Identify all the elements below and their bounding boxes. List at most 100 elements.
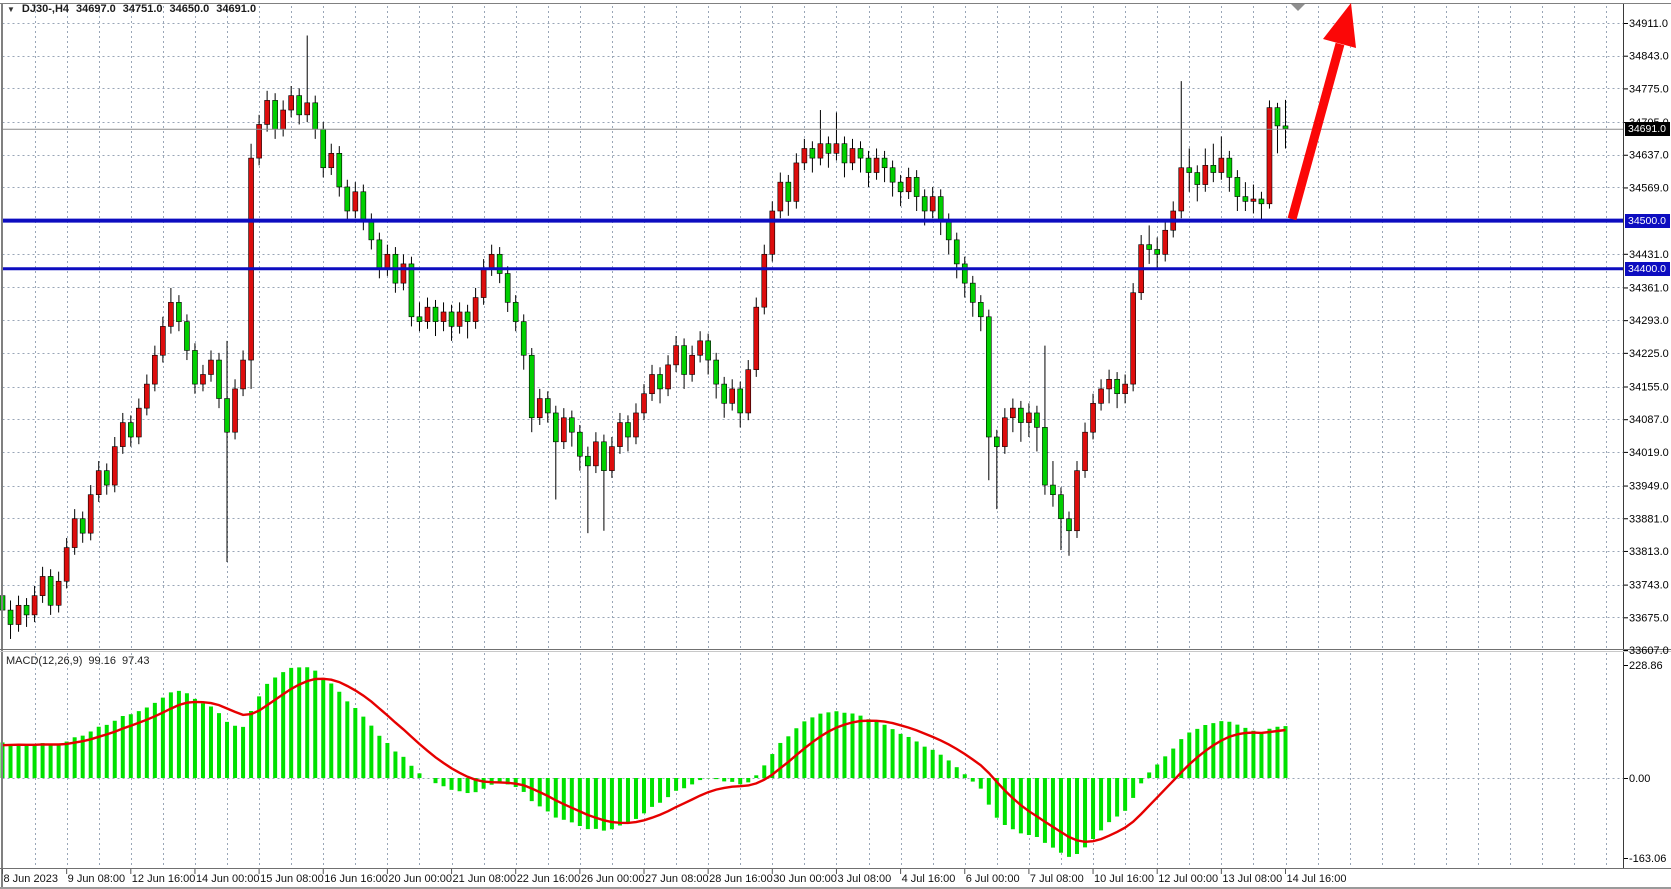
candle [368, 220, 375, 241]
candle [456, 311, 463, 327]
candle [1098, 388, 1104, 404]
macd-histogram [0, 667, 1288, 857]
candle [617, 422, 623, 447]
candle [785, 181, 792, 202]
candle [753, 306, 760, 370]
candle [31, 595, 38, 616]
svg-text:3 Jul 08:00: 3 Jul 08:00 [837, 873, 891, 885]
candle [969, 282, 976, 303]
candle [103, 470, 110, 486]
candle [1090, 403, 1096, 433]
candle [665, 364, 671, 390]
svg-text:33607.0: 33607.0 [1629, 645, 1669, 657]
candle [1050, 484, 1056, 495]
candle [432, 306, 439, 322]
candle [801, 148, 808, 164]
svg-text:12 Jun 16:00: 12 Jun 16:00 [132, 873, 196, 885]
candle [1242, 196, 1249, 202]
candle [7, 609, 14, 625]
candle [408, 263, 415, 318]
symbol-dropdown-icon[interactable]: ▼ [7, 4, 15, 14]
candle [1106, 378, 1112, 390]
candle [464, 311, 471, 322]
candle [841, 143, 848, 164]
candle [1266, 107, 1273, 205]
svg-text:22 Jun 16:00: 22 Jun 16:00 [517, 873, 581, 885]
candle [488, 253, 495, 270]
candle [296, 95, 302, 116]
candle [400, 263, 407, 284]
time-axis-labels[interactable]: 8 Jun 2023 9 Jun 08:00 12 Jun 16:00 14 Jun … [2, 869, 1347, 885]
candle [625, 422, 631, 438]
svg-text:34911.0: 34911.0 [1629, 18, 1668, 30]
svg-text:34155.0: 34155.0 [1629, 382, 1669, 394]
candle [1202, 165, 1209, 185]
svg-text:0.00: 0.00 [1629, 773, 1650, 785]
candle [777, 181, 784, 212]
svg-text:9 Jun 08:00: 9 Jun 08:00 [68, 873, 126, 885]
macd-name: MACD(12,26,9) [6, 655, 83, 667]
current-price-label: 34691.0 [1625, 122, 1670, 136]
candle [216, 359, 222, 399]
candle [561, 417, 567, 443]
candle [1130, 292, 1136, 385]
candle [39, 576, 46, 596]
candle [913, 177, 920, 197]
candle [1010, 407, 1016, 419]
candle [520, 321, 527, 356]
svg-text:34637.0: 34637.0 [1629, 150, 1669, 162]
candle [448, 311, 455, 327]
level-price-label-34500[interactable]: 34500.0 [1625, 214, 1670, 228]
candle [264, 100, 270, 125]
svg-text:20 Jun 00:00: 20 Jun 00:00 [388, 873, 452, 885]
candle [1274, 107, 1281, 127]
svg-text:34569.0: 34569.0 [1629, 182, 1669, 194]
candle [544, 398, 551, 414]
candle [641, 393, 647, 414]
candle [119, 422, 126, 447]
candle [601, 441, 607, 471]
svg-text:14 Jun 00:00: 14 Jun 00:00 [196, 873, 260, 885]
macd-axis-labels[interactable]: 228.86 0.00 -163.06 [1624, 660, 1666, 865]
svg-text:33881.0: 33881.0 [1629, 513, 1669, 525]
candle [1178, 167, 1185, 212]
candle [809, 148, 816, 159]
candle [1114, 378, 1120, 395]
candle [1058, 494, 1064, 520]
candle [569, 417, 575, 433]
candle [528, 354, 535, 419]
candle [681, 345, 687, 375]
svg-text:34361.0: 34361.0 [1629, 282, 1669, 294]
candle [512, 302, 519, 322]
svg-text:33743.0: 33743.0 [1629, 580, 1669, 592]
trend-arrow[interactable] [1287, 3, 1356, 221]
level-price-label-34400[interactable]: 34400.0 [1625, 262, 1670, 276]
macd-current-value: 99.16 [88, 655, 116, 667]
candle [1162, 229, 1169, 255]
svg-text:34431.0: 34431.0 [1629, 249, 1669, 261]
candle [536, 398, 543, 419]
symbol-period-label: DJ30-,H4 [21, 3, 69, 15]
candle [1122, 383, 1128, 395]
candle [272, 100, 278, 130]
candle [986, 316, 992, 438]
candle [224, 398, 230, 433]
candle [961, 263, 968, 284]
svg-text:228.86: 228.86 [1629, 660, 1663, 672]
candle [440, 311, 447, 322]
candle [945, 220, 952, 241]
candle [873, 157, 880, 173]
candle [15, 604, 22, 625]
grid-lines [2, 6, 1623, 867]
ohlc-high-value: 34751.0 [122, 3, 163, 15]
candle [208, 359, 214, 375]
svg-text:34293.0: 34293.0 [1629, 315, 1669, 327]
ohlc-open-value: 34697.0 [76, 3, 116, 15]
svg-text:34843.0: 34843.0 [1629, 51, 1669, 63]
candle [472, 297, 479, 322]
candle [328, 153, 335, 169]
candle [1082, 431, 1088, 471]
candle [953, 239, 960, 265]
scroll-to-end-marker[interactable] [1291, 4, 1305, 11]
